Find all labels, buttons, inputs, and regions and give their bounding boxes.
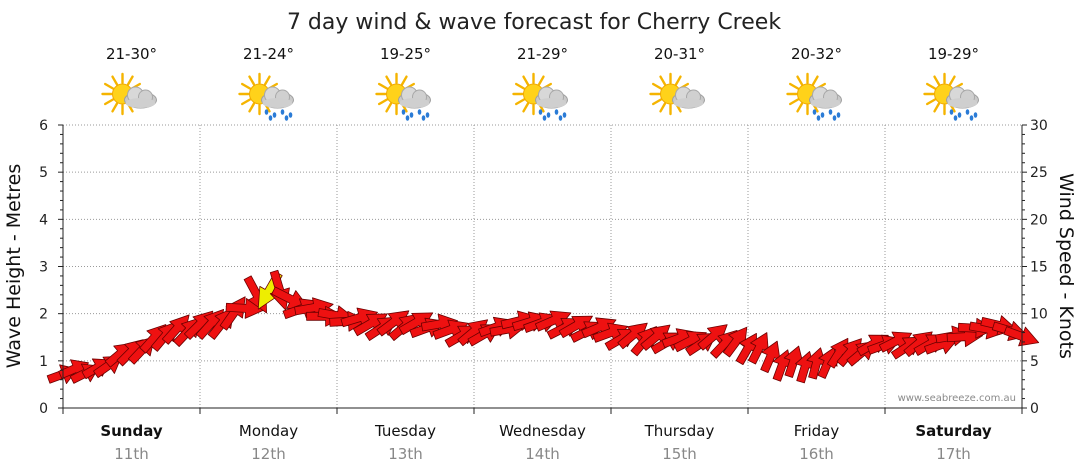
right-tick-label: 0 xyxy=(1030,401,1039,417)
left-axis-title: Wave Height - Metres xyxy=(3,164,25,368)
left-tick-label: 2 xyxy=(39,307,48,323)
partly-cloudy-icon xyxy=(649,72,705,116)
right-tick-label: 5 xyxy=(1030,354,1039,370)
day-date-label: 12th xyxy=(251,445,285,463)
left-axis-ticks: 0 1 2 3 4 5 6 xyxy=(39,118,63,417)
sun-showers-icon xyxy=(512,72,568,121)
day-temperature-range: 20-32° xyxy=(791,45,842,63)
right-axis-title: Wind Speed - Knots xyxy=(1055,173,1077,359)
sun-showers-icon xyxy=(786,72,842,121)
wind-arrow xyxy=(225,298,266,319)
day-date-label: 15th xyxy=(662,445,696,463)
wind-arrow xyxy=(271,286,310,309)
right-tick-label: 15 xyxy=(1030,260,1048,276)
partly-cloudy-icon xyxy=(101,72,157,116)
sun-showers-icon xyxy=(238,72,294,121)
left-tick-label: 5 xyxy=(39,165,48,181)
day-name-label: Friday xyxy=(794,422,840,440)
right-tick-label: 20 xyxy=(1030,212,1048,228)
chart-title: 7 day wind & wave forecast for Cherry Cr… xyxy=(287,10,781,35)
sun-showers-icon xyxy=(375,72,431,121)
day-temperature-range: 19-25° xyxy=(380,45,431,63)
day-name-label: Wednesday xyxy=(499,422,586,440)
left-tick-label: 4 xyxy=(39,212,48,228)
day-name-label: Thursday xyxy=(644,422,715,440)
daily-forecast-row: 21-30° 21-24° 19-25° 21-29° 20-31° 20-32° 19-2… xyxy=(101,45,979,121)
day-temperature-range: 21-29° xyxy=(517,45,568,63)
day-name-label: Sunday xyxy=(100,422,163,440)
day-temperature-range: 20-31° xyxy=(654,45,705,63)
day-date-label: 17th xyxy=(936,445,970,463)
left-tick-label: 6 xyxy=(39,118,48,134)
day-name-label: Tuesday xyxy=(374,422,436,440)
right-tick-label: 10 xyxy=(1030,307,1048,323)
left-tick-label: 1 xyxy=(39,354,48,370)
day-name-label: Monday xyxy=(239,422,298,440)
day-name-label: Saturday xyxy=(915,422,992,440)
left-tick-label: 3 xyxy=(39,260,48,276)
right-axis-ticks: 0 5 10 15 20 25 30 xyxy=(1022,118,1048,417)
day-temperature-range: 19-29° xyxy=(928,45,979,63)
day-date-label: 11th xyxy=(114,445,148,463)
x-axis-day-labels: Sunday 11th Monday 12th Tuesday 13th Wednesday… xyxy=(62,408,1023,463)
day-temperature-range: 21-24° xyxy=(243,45,294,63)
day-date-label: 13th xyxy=(388,445,422,463)
right-tick-label: 30 xyxy=(1030,118,1048,134)
watermark-text: www.seabreeze.com.au xyxy=(898,393,1016,404)
day-temperature-range: 21-30° xyxy=(106,45,157,63)
wind-arrow xyxy=(1003,326,1040,347)
wind-arrow xyxy=(722,326,748,358)
day-date-label: 16th xyxy=(799,445,833,463)
wind-arrow-series xyxy=(46,269,1040,384)
sun-showers-icon xyxy=(923,72,979,121)
left-tick-label: 0 xyxy=(39,401,48,417)
right-tick-label: 25 xyxy=(1030,165,1048,181)
day-date-label: 14th xyxy=(525,445,559,463)
plot-area xyxy=(63,125,1022,408)
